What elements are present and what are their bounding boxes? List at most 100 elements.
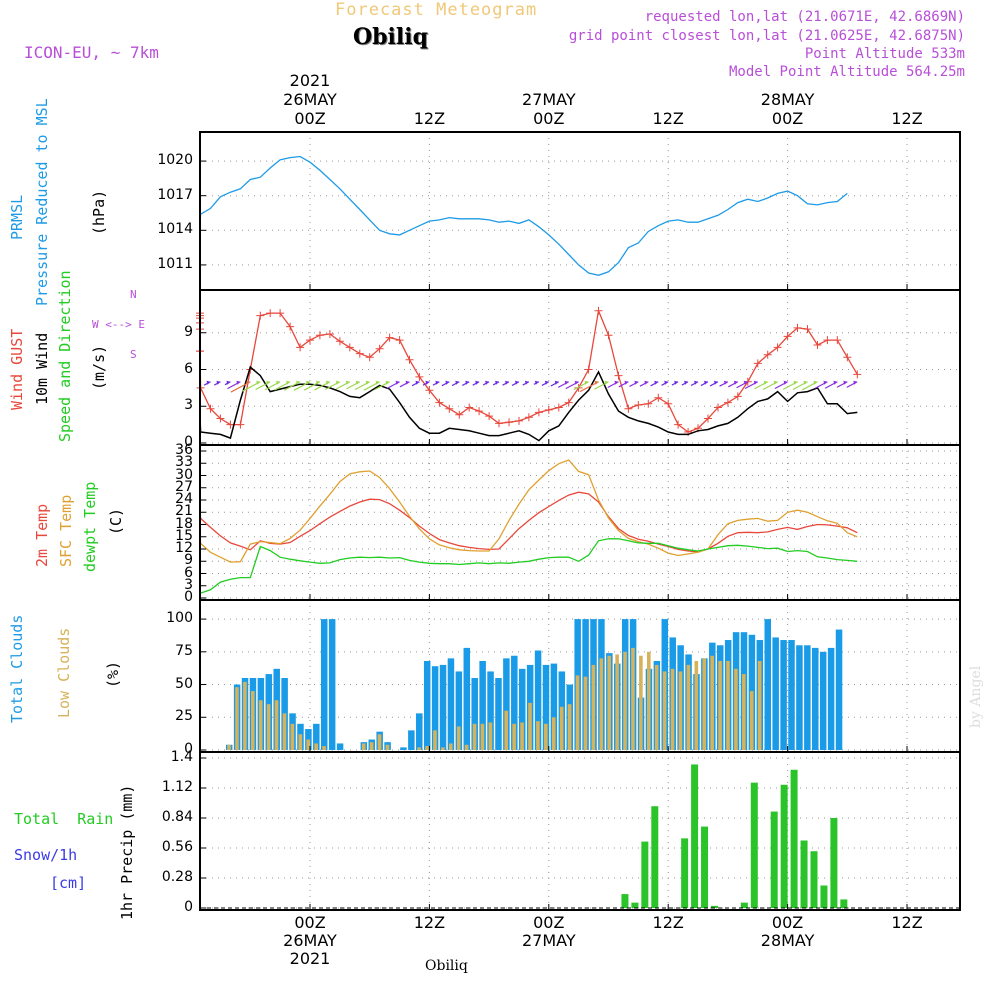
clouds-ytick-label: 25 [175, 708, 193, 725]
total-cloud-bar [495, 678, 502, 750]
temperature-ytick-label: 24 [175, 491, 193, 507]
rain-bar [800, 840, 808, 908]
wind-arrow-head [604, 380, 609, 385]
low-cloud-bar [258, 700, 263, 750]
gust-marker [475, 407, 484, 416]
wind-arrow-head [246, 380, 251, 385]
gust-marker [365, 353, 374, 362]
low-cloud-bar [528, 702, 532, 750]
compass-s: S [130, 348, 137, 361]
plot-marks [196, 155, 960, 909]
low-cloud-bar [290, 723, 295, 750]
wind-unit-label: (m/s) [90, 344, 108, 390]
gust-marker [216, 414, 225, 423]
wind-arrow-head [306, 380, 310, 385]
wind-arrow-head [345, 380, 350, 385]
pressure-unit-label: (hPa) [90, 189, 108, 235]
total-cloud-bar [313, 723, 320, 750]
rain-bar [681, 838, 689, 908]
temperature-ytick-label: 21 [175, 503, 193, 520]
gust-marker [594, 306, 603, 315]
low-cloud-bar [464, 744, 469, 750]
wind-arrow-head [216, 380, 221, 385]
rain-bar [701, 826, 709, 908]
total-cloud-bar [534, 650, 542, 750]
wind-arrow-head [475, 380, 480, 385]
total-cloud-bar [772, 637, 779, 750]
wind-arrow-head [495, 380, 500, 385]
location-title: Obiliq [353, 24, 429, 50]
gust-marker [853, 370, 862, 379]
rain-bar [790, 769, 798, 908]
precip-axis-label: 1hr Precip (mm) [118, 784, 136, 920]
compass-we: W <--> E [92, 318, 145, 331]
temperature-frame [199, 444, 961, 601]
clouds-ytick-label: 75 [175, 642, 193, 659]
top-time-label: 26MAY [283, 90, 337, 109]
gust-marker [564, 398, 573, 407]
top-time-label: 00Z [294, 109, 326, 128]
low-cloud-bar [472, 723, 477, 750]
gust-marker [753, 359, 762, 368]
bottom-time-label: 12Z [413, 913, 446, 932]
wind-arrow-head [415, 380, 420, 385]
low-cloud-bar [512, 723, 516, 750]
wind-arrow-head [286, 380, 291, 385]
gust-marker [505, 418, 513, 427]
grid-lines [200, 132, 960, 910]
top-time-label: 12Z [891, 109, 923, 128]
gust-marker [256, 311, 265, 320]
gust-marker [654, 393, 663, 402]
rain-bar [840, 899, 848, 908]
wind-arrow-head [445, 380, 450, 385]
low-cloud-bar [694, 660, 699, 750]
rain-bar [820, 885, 828, 908]
bottom-time-label: 12Z [652, 913, 684, 932]
low-cloud-bar [607, 655, 611, 750]
total-cloud-bar [812, 647, 819, 750]
low-cloud-bar [662, 671, 667, 750]
wind10-line [199, 365, 858, 442]
low-cloud-bar [559, 706, 564, 750]
clouds-ytick-label: 100 [166, 610, 193, 627]
low-cloud-bar [251, 691, 255, 750]
snow-label: Snow/1h [14, 846, 78, 864]
low-cloud-bar [433, 730, 437, 750]
wind-arrow-head [266, 380, 271, 385]
temp-unit-label: (C) [107, 507, 125, 535]
gust-marker [604, 331, 613, 340]
wind-arrow-head [823, 380, 828, 385]
wind-arrow-head [355, 380, 360, 385]
low-cloud-bar [456, 726, 461, 750]
wind-arrow-head [395, 380, 400, 385]
gust-marker [723, 398, 732, 407]
wind-arrow-head [813, 380, 818, 385]
low-cloud-bar [726, 660, 730, 750]
gust-marker [266, 309, 275, 318]
gust-marker [306, 336, 314, 345]
rain-bar [740, 902, 748, 908]
bottom-time-label: 27MAY [521, 931, 576, 950]
wind-arrow-head [554, 380, 559, 385]
bottom-time-label: 00Z [771, 913, 804, 932]
total-rain-label: Total Rain [14, 810, 114, 828]
low-cloud-bar [520, 722, 524, 750]
snow-unit-label: [cm] [50, 874, 87, 892]
bottom-time-label: 28MAY [760, 931, 815, 950]
gust-marker [813, 341, 822, 349]
gust-marker [783, 332, 792, 341]
low-cloud-bar [647, 651, 651, 750]
wind-ytick-label: 3 [184, 397, 193, 414]
wind-arrow-head [485, 380, 490, 385]
total-cloud-bar [827, 647, 835, 750]
wind-arrow-head [763, 380, 768, 385]
low-cloud-bar [322, 746, 326, 750]
bottom-time-label: 2021 [289, 949, 331, 968]
wind-arrow-head [226, 380, 231, 385]
low-cloud-bar [718, 660, 722, 750]
wind-arrow-head [803, 380, 808, 385]
wind-arrow-head [574, 380, 579, 385]
total-cloud-bar [518, 668, 526, 750]
precipitation-ytick-label: 0.56 [161, 839, 193, 855]
total-cloud-bar [503, 658, 510, 750]
